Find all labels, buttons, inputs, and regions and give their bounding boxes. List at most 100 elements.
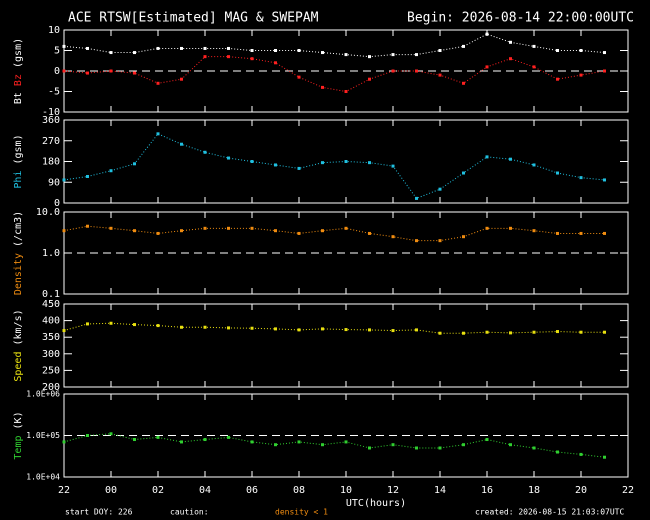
data-point — [321, 327, 324, 331]
data-point — [579, 49, 583, 52]
data-point — [133, 162, 136, 166]
data-point — [532, 446, 536, 450]
data-point — [462, 81, 465, 85]
chart-title: ACE RTSW[Estimated] MAG & SWEPAM — [68, 11, 319, 26]
y-tick-label: 1.0 — [42, 248, 60, 259]
data-point — [203, 55, 207, 59]
data-point — [227, 46, 230, 50]
data-point — [462, 331, 465, 335]
begin-time: Begin: 2026-08-14 22:00:00UTC — [407, 11, 634, 26]
x-tick-label: 02 — [152, 485, 164, 496]
data-point — [156, 435, 160, 439]
created-time: created: 2026-08-15 21:03:07UTC — [475, 508, 624, 517]
data-point — [438, 331, 442, 335]
x-tick-label: 22 — [622, 485, 634, 496]
y-tick-label: 1.0E+05 — [26, 431, 60, 440]
data-point — [603, 455, 606, 459]
data-point — [556, 231, 559, 235]
data-point — [86, 224, 89, 228]
data-point — [485, 226, 489, 230]
data-point — [368, 328, 371, 332]
data-point — [250, 226, 254, 230]
data-point — [156, 46, 160, 50]
data-point — [203, 46, 207, 50]
data-point — [415, 239, 418, 243]
data-point — [274, 163, 277, 167]
data-point — [603, 330, 606, 334]
data-point — [62, 69, 66, 73]
data-point — [603, 51, 606, 55]
y-axis-label: Phi (gsm) — [13, 134, 24, 188]
data-point — [344, 440, 348, 444]
y-tick-label: 90 — [48, 177, 60, 188]
data-point — [391, 443, 395, 447]
data-point — [156, 132, 160, 136]
legend-entry: Density — [13, 253, 24, 295]
data-point — [556, 77, 559, 81]
data-point — [250, 160, 254, 163]
data-point — [391, 329, 395, 333]
legend-entry: Bt — [13, 92, 24, 104]
data-point — [462, 235, 465, 239]
data-point — [391, 53, 395, 57]
data-point — [274, 229, 277, 233]
data-point — [391, 235, 395, 239]
y-tick-label: 360 — [42, 115, 60, 126]
x-tick-label: 22 — [58, 485, 70, 496]
data-point — [579, 452, 583, 456]
data-point — [556, 330, 559, 334]
data-point — [556, 450, 559, 454]
y-tick-label: 10 — [48, 25, 60, 36]
data-point — [438, 187, 442, 191]
data-point — [438, 446, 442, 450]
data-point — [603, 178, 606, 182]
data-point — [227, 156, 230, 160]
data-point — [250, 49, 254, 52]
data-point — [227, 435, 230, 439]
data-point — [297, 75, 301, 79]
data-point — [133, 229, 136, 233]
y-tick-label: 300 — [42, 349, 60, 360]
data-point — [109, 169, 113, 173]
data-point — [485, 155, 489, 159]
data-point — [509, 40, 512, 44]
data-point — [415, 69, 418, 73]
y-tick-label: 180 — [42, 157, 60, 168]
x-tick-label: 18 — [528, 485, 540, 496]
y-tick-label: 270 — [42, 136, 60, 147]
data-point — [62, 229, 66, 233]
data-point — [203, 150, 207, 154]
data-point — [109, 51, 113, 55]
y-tick-label: 0 — [54, 198, 60, 209]
data-point — [509, 57, 512, 61]
series-line — [63, 133, 605, 199]
data-point — [391, 69, 395, 73]
data-point — [321, 443, 324, 447]
caution: caution: — [170, 508, 209, 517]
data-point — [62, 178, 66, 182]
data-point — [368, 161, 371, 165]
data-point — [227, 326, 230, 330]
data-point — [509, 331, 512, 335]
y-tick-label: 1.0E+04 — [26, 473, 60, 482]
data-point — [579, 231, 583, 235]
y-tick-label: 0.1 — [42, 289, 60, 300]
data-point — [180, 46, 183, 50]
data-point — [368, 231, 371, 235]
y-tick-label: -10 — [42, 107, 60, 118]
data-point — [579, 330, 583, 334]
data-point — [532, 330, 536, 334]
data-point — [532, 44, 536, 48]
data-point — [485, 65, 489, 69]
data-point — [556, 49, 559, 52]
data-point — [180, 77, 183, 81]
data-point — [532, 65, 536, 69]
data-point — [62, 44, 66, 48]
data-point — [274, 443, 277, 447]
y-tick-label: 0 — [54, 66, 60, 77]
data-point — [462, 171, 465, 175]
data-point — [86, 71, 89, 75]
x-tick-label: 08 — [293, 485, 305, 496]
data-point — [297, 440, 301, 444]
